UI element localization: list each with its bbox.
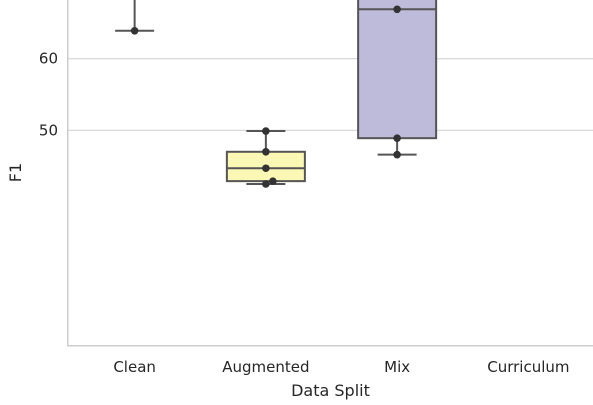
data-point <box>269 177 277 185</box>
data-point <box>393 5 401 14</box>
data-point <box>262 180 270 188</box>
y-axis-label: F1 <box>6 163 25 182</box>
data-points <box>130 5 401 188</box>
axis-frame-bottom <box>67 345 593 347</box>
box <box>357 0 438 140</box>
box-group-mix <box>357 0 438 156</box>
data-point <box>393 150 401 159</box>
x-tick-labels: Clean Augmented Mix Curriculum <box>113 358 569 376</box>
box-group-clean <box>115 0 155 32</box>
data-point <box>262 147 270 156</box>
data-point <box>393 134 401 142</box>
data-point <box>262 127 270 135</box>
y-tick-label: 50 <box>39 121 58 139</box>
x-axis-label: Data Split <box>291 381 370 400</box>
box-group-augmented <box>225 130 306 185</box>
x-tick-label: Augmented <box>222 358 309 376</box>
data-point <box>130 26 139 35</box>
gridlines <box>68 58 593 131</box>
boxes <box>115 0 438 185</box>
axis-frame-left <box>67 0 69 345</box>
data-point <box>262 164 270 173</box>
x-tick-label: Mix <box>384 358 410 376</box>
x-tick-label: Curriculum <box>487 358 569 376</box>
x-tick-label: Clean <box>113 358 156 376</box>
y-tick-label: 60 <box>39 50 58 68</box>
y-tick-labels: 50607080 <box>39 50 58 140</box>
